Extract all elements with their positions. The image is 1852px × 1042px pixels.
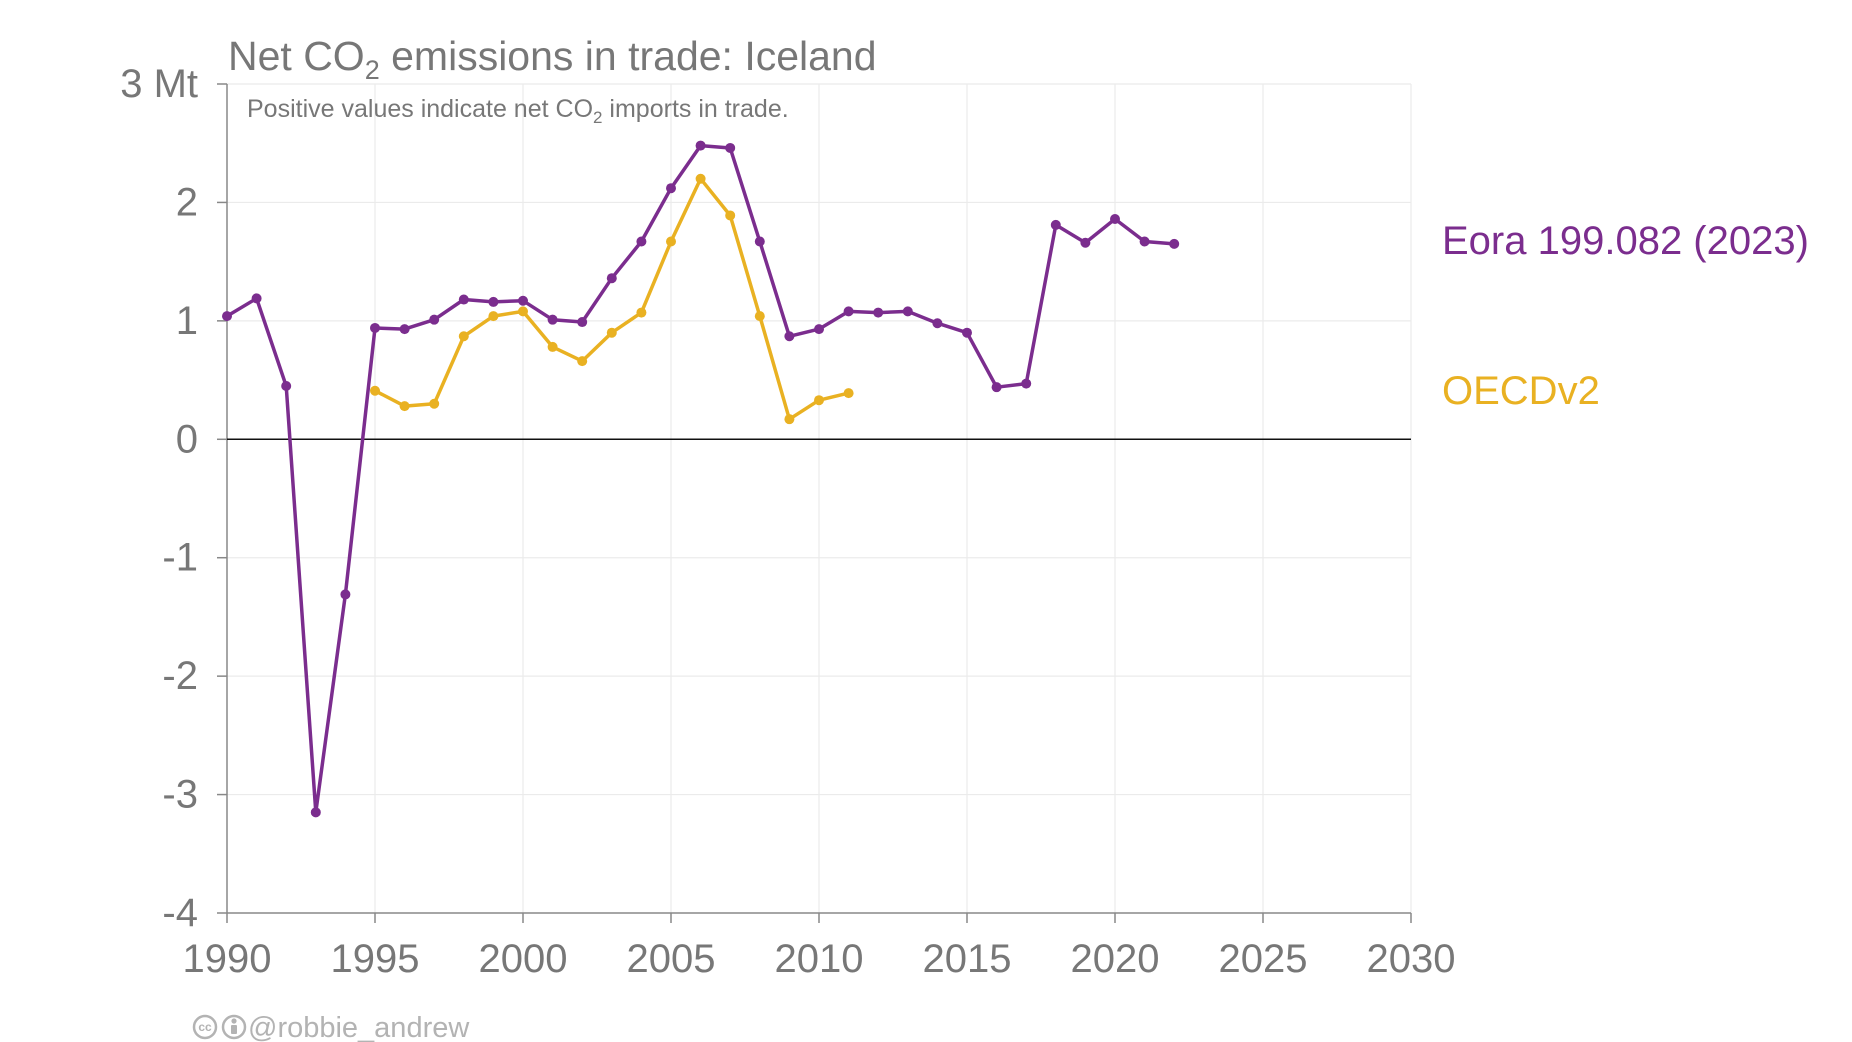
data-point [725,210,736,221]
chart-title: Net CO2 emissions in trade: Iceland [228,33,877,85]
y-tick-label: -3 [162,773,198,817]
data-point [399,401,410,412]
data-point [666,183,676,194]
y-tick-label: -1 [162,536,198,580]
axes: -4 -3 -2 -1 0 1 2 3 Mt 1990 1995 2000 2005 2010 2015 2… [120,62,1455,981]
data-point [873,307,884,318]
x-tick-label: 2020 [1071,937,1160,981]
x-tick-label: 1995 [331,937,420,981]
y-tick-label: -2 [162,654,198,698]
title-subscript: 2 [365,55,380,85]
x-tick-label: 1990 [183,937,272,981]
subtitle-prefix: Positive values indicate net CO [247,95,593,123]
data-point [488,296,499,307]
credit-handle: @robbie_andrew [248,1012,470,1042]
data-point [932,318,943,329]
data-point [991,382,1002,393]
data-point [784,414,795,425]
data-point [547,314,558,325]
series-label-oecd: OECDv2 [1442,369,1600,413]
data-point [695,140,706,151]
series-0 [222,140,1180,818]
data-point [1139,236,1150,247]
data-point [251,293,262,304]
subtitle-suffix: imports in trade. [602,95,788,123]
data-point [488,311,499,322]
data-point [429,398,440,409]
x-tick-label: 2000 [479,937,568,981]
data-point [429,314,440,325]
data-point [843,388,854,399]
data-point [754,311,765,322]
data-point [754,236,765,247]
x-tick-label: 2010 [775,937,864,981]
data-point [222,311,232,322]
data-point [814,395,824,406]
data-point [784,331,795,342]
data-point [1169,238,1180,249]
data-point [370,385,380,396]
data-point [725,142,736,153]
data-point [547,341,558,352]
data-point [281,380,292,391]
y-tick-label: 2 [176,180,198,224]
data-point [843,306,854,317]
data-point [962,327,972,338]
y-tick-label: 3 Mt [120,62,198,106]
data-point [458,331,469,342]
data-point [577,317,588,328]
credit: cc @robbie_andrew [192,1012,470,1042]
y-tick-label: 0 [176,417,198,461]
x-tick-label: 2030 [1367,937,1456,981]
x-tick-label: 2025 [1219,937,1308,981]
data-point [340,589,351,600]
series-1 [370,173,854,425]
svg-text:cc: cc [198,1020,212,1034]
x-tick-label: 2005 [627,937,716,981]
data-point [1080,237,1091,248]
data-point [518,306,528,317]
data-point [458,294,469,305]
title-prefix: Net CO [228,33,365,79]
series-label-eora: Eora 199.082 (2023) [1442,219,1809,263]
data-point [1050,219,1061,230]
data-point [577,356,588,367]
data-point [606,327,617,338]
data-point [902,306,913,317]
y-tick-label: -4 [162,891,198,935]
data-point [814,324,824,335]
y-tick-label: 1 [176,299,198,343]
cc-icon: cc [192,1014,218,1040]
data-point [606,273,617,284]
title-suffix: emissions in trade: Iceland [380,33,877,79]
data-point [695,173,706,184]
data-point [636,307,647,318]
data-point [399,324,410,335]
data-point [370,322,380,333]
grid [227,83,1412,913]
data-point [1110,214,1120,225]
data-point [636,236,647,247]
data-point [310,807,321,818]
subtitle-subscript: 2 [593,108,602,127]
data-point [666,236,676,247]
data-point [1021,378,1032,389]
data-point [518,295,528,306]
series-group [222,140,1180,818]
series-line [225,143,1176,815]
by-icon [221,1014,247,1040]
x-tick-label: 2015 [923,937,1012,981]
chart-subtitle: Positive values indicate net CO2 imports… [247,95,789,127]
